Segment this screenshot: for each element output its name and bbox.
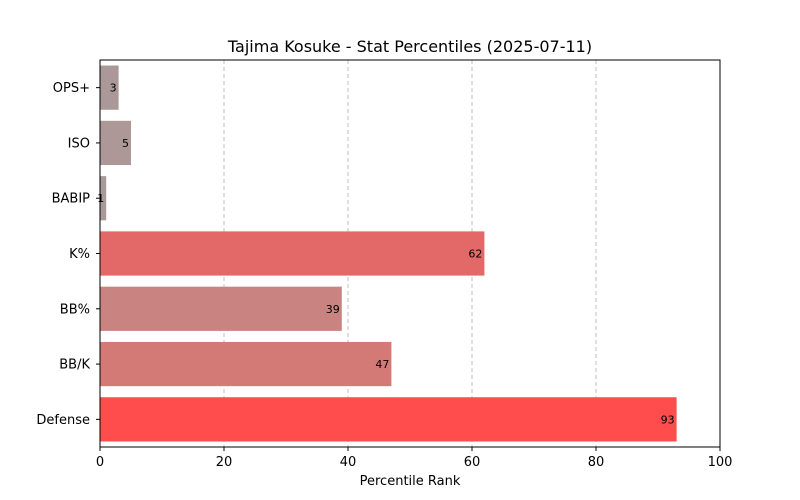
y-tick-label: ISO: [68, 136, 90, 151]
y-tick-label: BABIP: [52, 192, 91, 207]
x-tick-label: 20: [216, 455, 233, 470]
x-tick-label: 80: [588, 455, 605, 470]
bar-value-label: 93: [661, 413, 675, 426]
x-tick-label: 60: [464, 455, 481, 470]
x-tick-label: 40: [340, 455, 357, 470]
y-tick-label: Defense: [36, 413, 90, 428]
bars: [100, 65, 677, 442]
y-tick-label: BB/K: [59, 358, 90, 373]
bar-babip: [100, 176, 107, 221]
bar-value-labels: 3 5 1 62 39 47 93: [97, 82, 674, 427]
chart-title: Tajima Kosuke - Stat Percentiles (2025-0…: [227, 37, 592, 56]
bar-value-label: 47: [375, 358, 389, 371]
bar-iso: [100, 120, 131, 166]
x-tick-label: 0: [96, 455, 104, 470]
bar-value-label: 62: [468, 248, 482, 261]
bar-bb-: [100, 286, 342, 331]
y-tick-label: BB%: [60, 302, 90, 317]
bar-value-label: 5: [122, 137, 129, 150]
x-axis-label: Percentile Rank: [360, 474, 461, 489]
bar-ops-: [100, 65, 119, 110]
bar-value-label: 1: [97, 192, 104, 205]
x-tick-label: 100: [708, 455, 733, 470]
y-tick-label: OPS+: [53, 81, 90, 96]
bar-defense: [100, 397, 677, 442]
bar-value-label: 3: [110, 82, 117, 95]
bar-bb-k: [100, 341, 392, 387]
bar-k-: [100, 231, 485, 276]
x-axis: 0 20 40 60 80 100: [96, 447, 733, 470]
y-tick-label: K%: [69, 247, 90, 262]
y-axis: OPS+ ISO BABIP K% BB% BB/K Defense: [36, 81, 100, 428]
bar-value-label: 39: [326, 303, 340, 316]
